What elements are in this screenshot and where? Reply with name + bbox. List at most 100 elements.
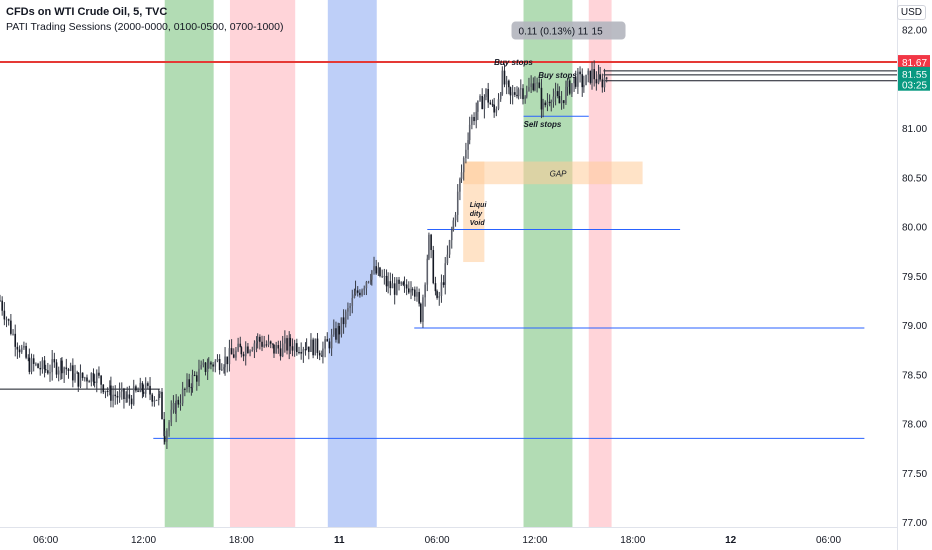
- candle-body: [398, 279, 400, 284]
- candle-body: [76, 372, 78, 374]
- indicator-label[interactable]: PATI Trading Sessions (2000-0000, 0100-0…: [6, 21, 284, 33]
- candle-body: [369, 279, 372, 282]
- candle-body: [126, 394, 129, 398]
- candle-body: [536, 82, 538, 84]
- candle-body: [61, 360, 63, 374]
- candle-body: [454, 214, 457, 221]
- candle-body: [477, 100, 479, 112]
- candle-body: [151, 394, 154, 402]
- candle-body: [436, 291, 438, 298]
- currency-button[interactable]: USD: [896, 5, 926, 20]
- liquidity-void-label: Liqui: [470, 202, 488, 209]
- price-tick-label: 77.50: [902, 469, 927, 480]
- candle-body: [418, 292, 420, 304]
- candle-body: [393, 283, 396, 295]
- candle-body: [534, 83, 536, 91]
- price-tick-label: 82.00: [902, 26, 927, 37]
- chart-title[interactable]: CFDs on WTI Crude Oil, 5, TVC: [6, 6, 168, 18]
- candle-body: [261, 341, 263, 347]
- candle-body: [574, 77, 577, 87]
- candle-body: [446, 254, 449, 264]
- price-label: 81.55: [902, 70, 927, 81]
- countdown-label: 03:25: [902, 81, 927, 92]
- time-tick-label: 12: [725, 535, 737, 546]
- candle-body: [74, 373, 76, 381]
- candle-body: [88, 381, 90, 383]
- candle-body: [419, 303, 422, 322]
- candle-body: [118, 391, 121, 398]
- candle-body: [161, 391, 163, 420]
- candle-body: [432, 250, 435, 284]
- candle-body: [509, 87, 512, 96]
- candle-body: [244, 346, 247, 357]
- price-tick-label: 79.50: [902, 272, 927, 283]
- time-tick-label: 06:00: [816, 535, 841, 546]
- candle-body: [125, 397, 127, 400]
- candle-body: [558, 96, 561, 104]
- candle-body: [524, 96, 526, 100]
- candle-body: [542, 102, 544, 110]
- candle-body: [72, 365, 74, 381]
- candle-body: [242, 354, 245, 357]
- candle-body: [516, 94, 518, 97]
- candle-body: [456, 191, 459, 215]
- candle-body: [591, 69, 593, 83]
- candle-body: [267, 341, 270, 346]
- measure-tooltip-count: 15: [592, 27, 604, 38]
- session-band: [588, 0, 612, 527]
- candle-body: [422, 297, 424, 322]
- candle-body: [503, 70, 506, 85]
- candle-body: [149, 385, 151, 395]
- candle-body: [191, 374, 194, 388]
- candle-body: [544, 102, 547, 106]
- candle-body: [444, 263, 447, 285]
- candle-body: [27, 357, 30, 359]
- candle-body: [39, 367, 42, 370]
- candle-body: [112, 394, 114, 401]
- candle-body: [279, 348, 282, 357]
- price-label-box: [898, 55, 930, 69]
- candle-body: [135, 386, 137, 391]
- candle-body: [272, 343, 274, 345]
- candle-body: [554, 91, 557, 97]
- candle-body: [204, 362, 207, 372]
- candle-body: [595, 79, 598, 84]
- candle-body: [104, 390, 107, 393]
- candle-body: [166, 430, 168, 442]
- candle-body: [314, 338, 317, 356]
- candle-body: [471, 117, 473, 125]
- candle-body: [517, 89, 520, 97]
- candle-body: [175, 399, 177, 413]
- candle-body: [123, 388, 125, 400]
- candle-body: [491, 104, 494, 106]
- candle-body: [163, 436, 166, 442]
- candle-body: [430, 234, 432, 251]
- candle-body: [69, 365, 72, 371]
- time-tick-label: 12:00: [522, 535, 547, 546]
- candle-body: [195, 375, 198, 382]
- candle-body: [495, 108, 498, 113]
- candle-body: [424, 284, 426, 298]
- candle-body: [218, 358, 221, 371]
- candle-body: [326, 339, 329, 342]
- session-band: [523, 0, 573, 527]
- candle-body: [361, 290, 363, 296]
- candle-body: [226, 356, 229, 365]
- candle-body: [110, 385, 112, 401]
- candle-body: [281, 343, 284, 357]
- candle-body: [379, 267, 381, 277]
- candle-body: [263, 344, 266, 347]
- price-tick-label: 78.00: [902, 420, 927, 431]
- candle-body: [577, 71, 579, 87]
- candle-body: [37, 363, 39, 368]
- candle-body: [603, 77, 606, 88]
- time-tick-label: 18:00: [620, 535, 645, 546]
- candle-body: [597, 74, 600, 84]
- candle-body: [57, 370, 60, 375]
- candle-body: [381, 276, 383, 278]
- candle-body: [5, 319, 8, 321]
- liquidity-void-zone: [463, 161, 485, 263]
- candle-body: [479, 95, 481, 101]
- candle-body: [286, 338, 288, 351]
